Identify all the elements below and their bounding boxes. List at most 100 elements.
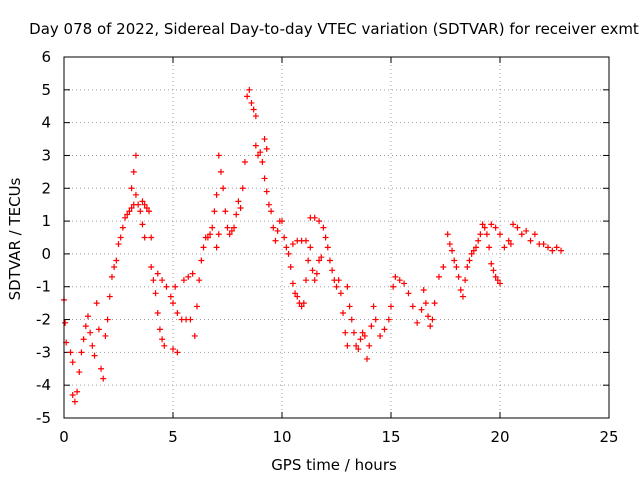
data-point-marker bbox=[318, 254, 325, 261]
data-point-marker bbox=[152, 290, 159, 297]
data-point-marker bbox=[71, 398, 78, 405]
data-point-marker bbox=[170, 300, 176, 307]
data-point-marker bbox=[540, 241, 547, 248]
data-point-marker bbox=[316, 257, 323, 264]
data-point-marker bbox=[390, 283, 397, 290]
data-point-marker bbox=[167, 293, 174, 300]
data-point-marker bbox=[231, 224, 238, 231]
data-point-marker bbox=[119, 224, 126, 231]
data-point-marker bbox=[313, 270, 320, 277]
data-point-marker bbox=[148, 234, 155, 241]
data-point-marker bbox=[250, 106, 257, 113]
data-point-marker bbox=[477, 231, 484, 238]
data-point-marker bbox=[510, 221, 517, 228]
data-point-marker bbox=[62, 319, 69, 326]
data-point-marker bbox=[87, 329, 94, 336]
data-point-marker bbox=[111, 264, 118, 271]
data-point-marker bbox=[357, 336, 364, 343]
data-point-marker bbox=[483, 231, 490, 238]
data-point-marker bbox=[307, 244, 314, 251]
data-point-marker bbox=[170, 346, 176, 353]
data-point-marker bbox=[523, 227, 530, 234]
data-point-marker bbox=[141, 234, 148, 241]
y-tick-label: -5 bbox=[36, 409, 51, 427]
data-point-marker bbox=[283, 244, 290, 251]
data-point-marker bbox=[451, 257, 458, 264]
data-point-marker bbox=[209, 224, 216, 231]
data-point-marker bbox=[74, 388, 81, 395]
data-point-marker bbox=[292, 290, 299, 297]
data-point-marker bbox=[324, 244, 331, 251]
data-point-marker bbox=[130, 168, 137, 175]
data-point-marker bbox=[156, 326, 163, 333]
y-tick-label: 4 bbox=[41, 114, 51, 132]
data-point-marker bbox=[95, 326, 102, 333]
y-tick-label: -4 bbox=[36, 376, 51, 394]
data-point-marker bbox=[222, 208, 229, 215]
data-point-marker bbox=[128, 185, 135, 192]
data-point-marker bbox=[446, 241, 453, 248]
data-point-marker bbox=[84, 313, 91, 320]
y-axis-label: SDTVAR / TECUs bbox=[6, 177, 24, 300]
data-point-marker bbox=[174, 309, 181, 316]
y-tick-label: -2 bbox=[36, 311, 51, 329]
data-point-marker bbox=[488, 260, 495, 267]
data-point-marker bbox=[429, 316, 436, 323]
data-point-marker bbox=[455, 273, 462, 280]
x-tick-label: 15 bbox=[381, 428, 400, 446]
data-point-marker bbox=[248, 99, 255, 106]
data-point-marker bbox=[207, 231, 214, 238]
data-point-marker bbox=[435, 273, 442, 280]
data-point-marker bbox=[261, 136, 268, 143]
data-point-marker bbox=[309, 267, 316, 274]
data-point-marker bbox=[174, 349, 181, 356]
data-point-marker bbox=[285, 250, 292, 257]
x-axis-label: GPS time / hours bbox=[271, 456, 397, 474]
data-point-marker bbox=[279, 218, 285, 225]
data-point-marker bbox=[148, 264, 155, 271]
y-tick-label: 2 bbox=[41, 179, 51, 197]
data-point-marker bbox=[368, 323, 375, 330]
data-point-marker bbox=[217, 168, 224, 175]
data-point-marker bbox=[405, 290, 412, 297]
data-point-marker bbox=[531, 231, 538, 238]
data-point-marker bbox=[189, 270, 196, 277]
data-point-marker bbox=[213, 244, 220, 251]
data-point-marker bbox=[89, 342, 96, 349]
data-point-marker bbox=[470, 247, 477, 254]
data-point-marker bbox=[200, 244, 207, 251]
data-point-marker bbox=[287, 264, 294, 271]
data-point-marker bbox=[135, 201, 142, 208]
data-point-marker bbox=[505, 237, 512, 244]
data-point-marker bbox=[305, 257, 312, 264]
data-point-marker bbox=[132, 191, 139, 198]
data-point-marker bbox=[427, 323, 434, 330]
data-point-marker bbox=[172, 283, 179, 290]
data-point-marker bbox=[418, 306, 425, 313]
data-point-marker bbox=[311, 277, 318, 284]
data-point-marker bbox=[381, 326, 388, 333]
data-point-marker bbox=[444, 231, 451, 238]
data-point-marker bbox=[425, 313, 432, 320]
x-tick-label: 0 bbox=[59, 428, 69, 446]
data-point-marker bbox=[549, 247, 556, 254]
data-point-marker bbox=[126, 208, 133, 215]
data-point-marker bbox=[344, 342, 351, 349]
data-point-marker bbox=[252, 142, 259, 149]
data-point-marker bbox=[213, 191, 220, 198]
data-point-marker bbox=[198, 257, 205, 264]
data-point-marker bbox=[246, 86, 253, 93]
data-point-marker bbox=[300, 300, 307, 307]
data-point-marker bbox=[558, 247, 565, 254]
data-point-marker bbox=[78, 349, 85, 356]
data-point-marker bbox=[289, 280, 296, 287]
data-point-marker bbox=[464, 264, 471, 271]
data-point-marker bbox=[150, 277, 157, 284]
data-point-marker bbox=[185, 273, 192, 280]
data-point-marker bbox=[187, 316, 194, 323]
data-point-marker bbox=[255, 152, 262, 159]
data-point-marker bbox=[468, 250, 475, 257]
data-point-marker bbox=[261, 175, 268, 182]
data-point-marker bbox=[401, 280, 408, 287]
